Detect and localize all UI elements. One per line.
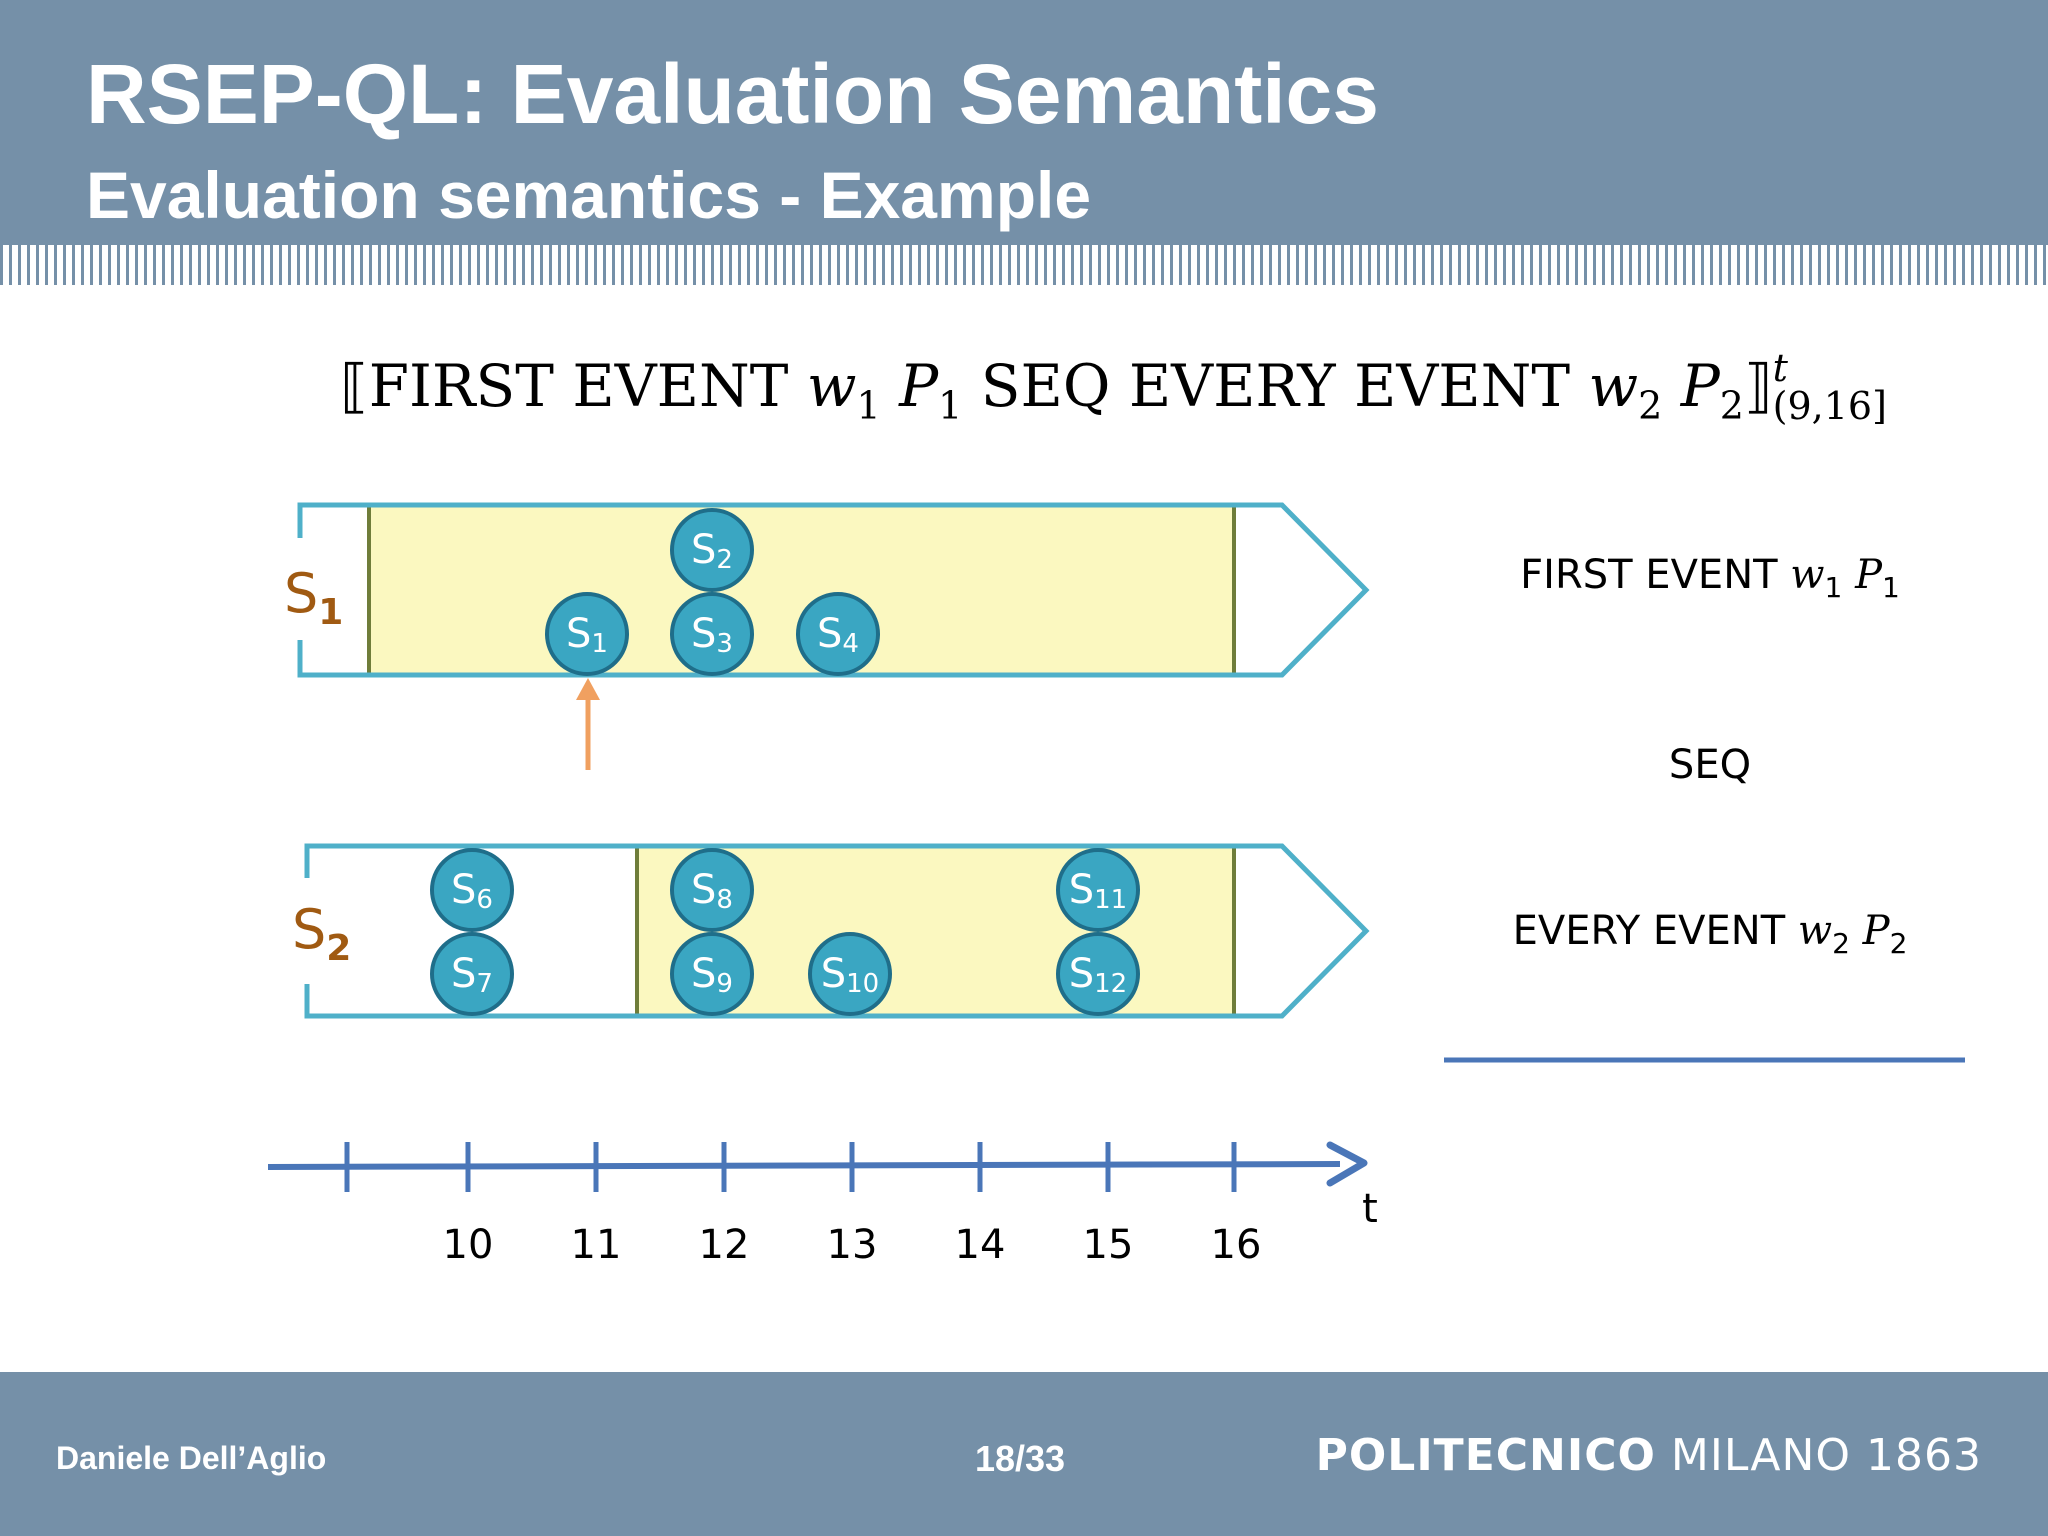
event-sub: 11 bbox=[1094, 885, 1128, 915]
formula-w2-sub: 2 bbox=[1638, 383, 1663, 428]
time-axis-line bbox=[267, 1161, 1341, 1170]
event-label: S bbox=[691, 867, 717, 913]
every-event-w: w bbox=[1797, 908, 1833, 954]
event-sub: 9 bbox=[716, 969, 733, 999]
event-circle: S 11 bbox=[1056, 848, 1140, 932]
every-event-p-sub: 2 bbox=[1889, 927, 1908, 960]
slide-title: RSEP-QL: Evaluation Semantics bbox=[86, 47, 1379, 141]
first-event-label: FIRST EVENT w1 P1 bbox=[1470, 552, 1950, 604]
every-event-p: P bbox=[1862, 908, 1890, 954]
formula-w1: w bbox=[806, 352, 857, 420]
formula-close-bracket: ⟧ bbox=[1743, 352, 1773, 420]
university-logo-text: POLITECNICO MILANO 1863 bbox=[1316, 1430, 1982, 1481]
slide-subtitle: Evaluation semantics - Example bbox=[86, 158, 1092, 232]
stream1-outline bbox=[297, 502, 1370, 678]
formula-part2: SEQ EVERY EVENT bbox=[962, 352, 1589, 420]
event-sub: 4 bbox=[842, 629, 859, 659]
stream1-label: S1 bbox=[284, 562, 343, 633]
axis-tick-label: 11 bbox=[570, 1222, 622, 1268]
event-sub: 8 bbox=[716, 885, 733, 915]
first-event-w: w bbox=[1790, 552, 1825, 598]
first-event-text: FIRST EVENT bbox=[1520, 552, 1791, 598]
formula-w1-sub: 1 bbox=[856, 383, 881, 428]
event-label: S bbox=[817, 611, 843, 657]
event-label: S bbox=[1068, 951, 1095, 997]
stream1-label-sub: 1 bbox=[318, 591, 344, 633]
time-axis-arrowhead bbox=[1326, 1141, 1368, 1187]
axis-tick-label: 12 bbox=[698, 1222, 750, 1268]
event-label: S bbox=[691, 951, 717, 997]
axis-tick-label: 16 bbox=[1210, 1222, 1262, 1268]
event-sub: 7 bbox=[476, 969, 493, 999]
author-name: Daniele Dell’Aglio bbox=[56, 1440, 327, 1476]
every-event-text: EVERY EVENT bbox=[1512, 908, 1798, 954]
event-sub: 12 bbox=[1094, 969, 1128, 999]
axis-time-label: t bbox=[1362, 1186, 1378, 1232]
formula-p1-sub: 1 bbox=[938, 383, 963, 428]
axis-tick-label: 15 bbox=[1082, 1222, 1134, 1268]
event-label: S bbox=[691, 611, 717, 657]
event-label: S bbox=[566, 611, 592, 657]
formula-sup: t bbox=[1772, 345, 1788, 390]
formula-open-bracket: ⟦ bbox=[340, 352, 369, 420]
stream2-outline bbox=[304, 843, 1370, 1019]
formula-p2-sub: 2 bbox=[1719, 383, 1744, 428]
formula-p2: P bbox=[1680, 352, 1720, 420]
event-sub: 6 bbox=[476, 885, 493, 915]
event-circle: S 12 bbox=[1056, 932, 1140, 1016]
event-label: S bbox=[451, 951, 477, 997]
time-axis-ticks bbox=[344, 1142, 1237, 1192]
seq-label: SEQ bbox=[1668, 742, 1752, 788]
event-label: S bbox=[820, 951, 847, 997]
event-label: S bbox=[691, 527, 717, 573]
event-label: S bbox=[1068, 867, 1095, 913]
first-event-p: P bbox=[1855, 552, 1882, 598]
page-number: 18/33 bbox=[974, 1438, 1066, 1479]
header-bar bbox=[0, 0, 2048, 245]
event-label: S bbox=[451, 867, 477, 913]
axis-tick-label: 14 bbox=[954, 1222, 1006, 1268]
first-event-p-sub: 1 bbox=[1882, 571, 1900, 604]
every-event-w-sub: 2 bbox=[1832, 927, 1850, 960]
stream2-label-sub: 2 bbox=[326, 927, 352, 969]
event-sub: 2 bbox=[716, 545, 733, 575]
stream1-label-letter: S bbox=[284, 562, 319, 625]
brand-bold: POLITECNICO bbox=[1315, 1430, 1656, 1481]
footer-bar bbox=[0, 1372, 2048, 1536]
stream2-label: S2 bbox=[292, 898, 351, 969]
axis-tick-label: 13 bbox=[826, 1222, 878, 1268]
formula-part1: FIRST EVENT bbox=[368, 352, 807, 420]
stream2-label-letter: S bbox=[292, 898, 327, 961]
event-sub: 3 bbox=[716, 629, 733, 659]
every-event-label: EVERY EVENT w2 P2 bbox=[1470, 908, 1950, 960]
first-event-w-sub: 1 bbox=[1824, 571, 1843, 604]
event-sub: 10 bbox=[846, 969, 880, 999]
formula-supsub: t (9,16] bbox=[1773, 349, 1887, 425]
query-formula: ⟦FIRST EVENT w1 P1 SEQ EVERY EVENT w2 P2… bbox=[340, 349, 1887, 429]
event-circle: S 10 bbox=[808, 932, 892, 1016]
header-tick-strip bbox=[0, 245, 2048, 285]
formula-w2: w bbox=[1588, 352, 1639, 420]
event-sub: 1 bbox=[591, 629, 608, 659]
formula-sub: (9,16] bbox=[1772, 383, 1887, 428]
first-event-arrowhead bbox=[576, 678, 600, 700]
brand-rest: MILANO 1863 bbox=[1655, 1430, 1982, 1481]
formula-p1: P bbox=[899, 352, 939, 420]
axis-tick-label: 10 bbox=[442, 1222, 494, 1268]
